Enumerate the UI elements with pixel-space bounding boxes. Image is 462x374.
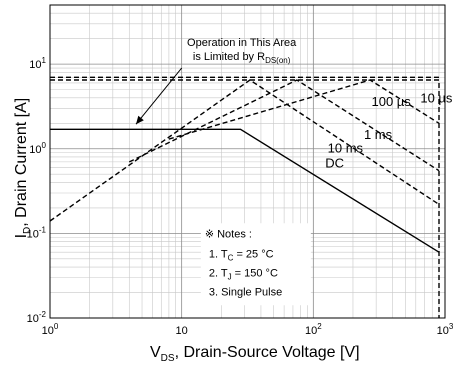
y-tick-base: 10 <box>27 228 39 240</box>
x-tick-base: 10 <box>42 325 54 337</box>
notes-item: 3. Single Pulse <box>209 286 282 298</box>
notes-item-rest: = 150 °C <box>232 267 278 279</box>
x-tick-label: 100 <box>42 322 59 337</box>
curves <box>49 76 440 318</box>
x-tick-base: 10 <box>437 325 449 337</box>
notes-item-prefix: 2. T <box>209 267 228 279</box>
y-tick-exp: -2 <box>39 310 47 319</box>
y-axis-title-rest: , Drain Current [A] <box>12 97 30 227</box>
curve-label-10-s: 10 µs <box>420 91 453 106</box>
notes-item-prefix: 3. Single Pulse <box>209 286 282 298</box>
x-tick-exp: 3 <box>449 322 454 331</box>
annotation-line-2-main: is Limited by R <box>193 51 265 63</box>
y-tick-base: 10 <box>29 144 41 156</box>
x-tick-label: 103 <box>437 322 454 337</box>
y-tick-label: 100 <box>29 141 46 156</box>
annotation-line-2: is Limited by RDS(on) <box>193 51 291 65</box>
y-axis-title: ID, Drain Current [A] <box>13 88 33 248</box>
x-tick-exp: 2 <box>317 322 322 331</box>
annotation-line-2-sub: DS(on) <box>265 56 291 65</box>
y-tick-exp: -1 <box>39 225 47 234</box>
notes-header: ※ Notes : <box>205 228 252 240</box>
notes-box: ※ Notes : 1. TC = 25 °C 2. TJ = 150 °C 3. S… <box>200 223 311 306</box>
y-tick-label: 10-1 <box>27 225 47 240</box>
x-tick-label: 102 <box>305 322 322 337</box>
x-tick-exp: 0 <box>54 322 59 331</box>
notes-item-rest: = 25 °C <box>233 248 273 260</box>
x-tick-base: 10 <box>305 325 317 337</box>
y-axis-title-sub: D <box>22 226 34 234</box>
x-axis-title-main: V <box>150 344 161 361</box>
annotation-line-1: Operation in This Area <box>187 37 297 49</box>
curve-10-ms <box>49 79 440 222</box>
curve-label-10-ms: 10 ms <box>328 141 364 156</box>
x-axis-title-sub: DS <box>160 353 175 365</box>
y-tick-label: 10-2 <box>27 310 47 325</box>
annotation-arrow-head <box>136 115 144 125</box>
notes-item-sub: C <box>228 253 234 262</box>
notes-item: 1. TC = 25 °C <box>209 248 274 262</box>
notes-background <box>200 223 311 306</box>
rdson-annotation: Operation in This Area is Limited by RDS(… <box>135 37 297 125</box>
curve-label-100-s: 100 µs <box>372 94 412 109</box>
notes-item-sub: J <box>228 272 232 281</box>
y-tick-label: 101 <box>29 56 46 71</box>
annotation-arrow-line <box>135 67 183 125</box>
y-tick-exp: 1 <box>42 56 47 65</box>
y-tick-base: 10 <box>29 59 41 71</box>
x-axis-title: VDS, Drain-Source Voltage [V] <box>150 344 360 364</box>
curve-label-1-ms: 1 ms <box>364 127 393 142</box>
notes-item-prefix: 1. T <box>209 248 228 260</box>
x-axis-title-rest: , Drain-Source Voltage [V] <box>174 344 360 361</box>
y-axis-title-main: I <box>12 233 30 239</box>
y-tick-exp: 0 <box>42 141 47 150</box>
curve-dc <box>50 128 440 253</box>
x-tick-label: 10 <box>176 325 188 337</box>
curve-1-ms <box>128 79 440 172</box>
x-tick-base: 10 <box>176 325 188 337</box>
curve-100-s <box>168 79 440 140</box>
y-tick-base: 10 <box>27 313 39 325</box>
curve-label-dc: DC <box>325 156 344 171</box>
plot-frame <box>49 4 446 319</box>
curve-10-s <box>50 79 440 318</box>
notes-item: 2. TJ = 150 °C <box>209 267 278 281</box>
